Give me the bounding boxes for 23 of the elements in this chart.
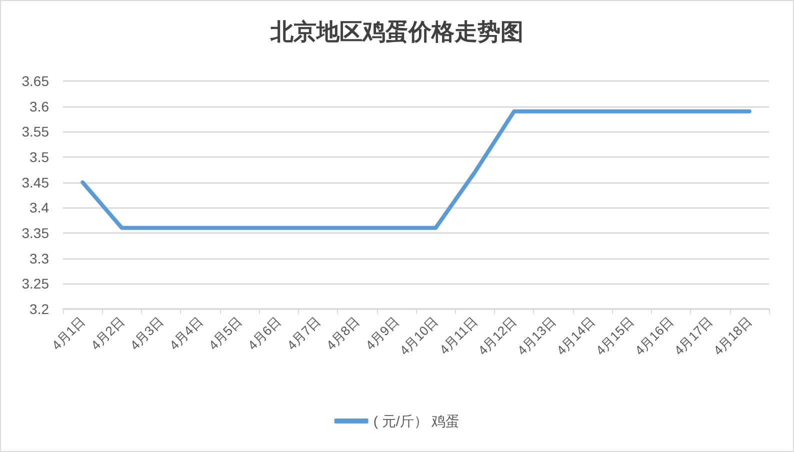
x-tick-label: 4月11日 bbox=[436, 314, 480, 358]
y-tick-label: 3.4 bbox=[30, 200, 50, 216]
chart-title: 北京地区鸡蛋价格走势图 bbox=[270, 18, 524, 44]
y-tick-label: 3.55 bbox=[22, 124, 50, 140]
x-tick-label: 4月6日 bbox=[244, 314, 284, 353]
x-tick-label: 4月8日 bbox=[323, 314, 362, 353]
y-tick-label: 3.6 bbox=[30, 98, 50, 114]
x-tick-label: 4月7日 bbox=[284, 314, 324, 353]
line-series bbox=[80, 109, 752, 230]
y-tick-label: 3.2 bbox=[30, 301, 50, 317]
x-tick-label: 4月9日 bbox=[362, 314, 402, 353]
y-tick-label: 3.35 bbox=[22, 225, 50, 241]
y-tick-label: 3.25 bbox=[22, 276, 50, 292]
x-tick-label: 4月2日 bbox=[88, 314, 128, 353]
x-tick-label: 4月5日 bbox=[206, 314, 245, 353]
legend-label: ( 元/斤） 鸡蛋 bbox=[373, 413, 460, 429]
y-tick-label: 3.45 bbox=[22, 174, 50, 190]
y-tick-label: 3.65 bbox=[22, 73, 50, 89]
y-tick-label: 3.3 bbox=[30, 250, 50, 266]
y-tick-label: 3.5 bbox=[30, 149, 50, 165]
x-tick-label: 4月3日 bbox=[127, 314, 166, 353]
x-tick-label: 4月1日 bbox=[48, 314, 88, 353]
x-tick-label: 4月4日 bbox=[166, 314, 206, 353]
